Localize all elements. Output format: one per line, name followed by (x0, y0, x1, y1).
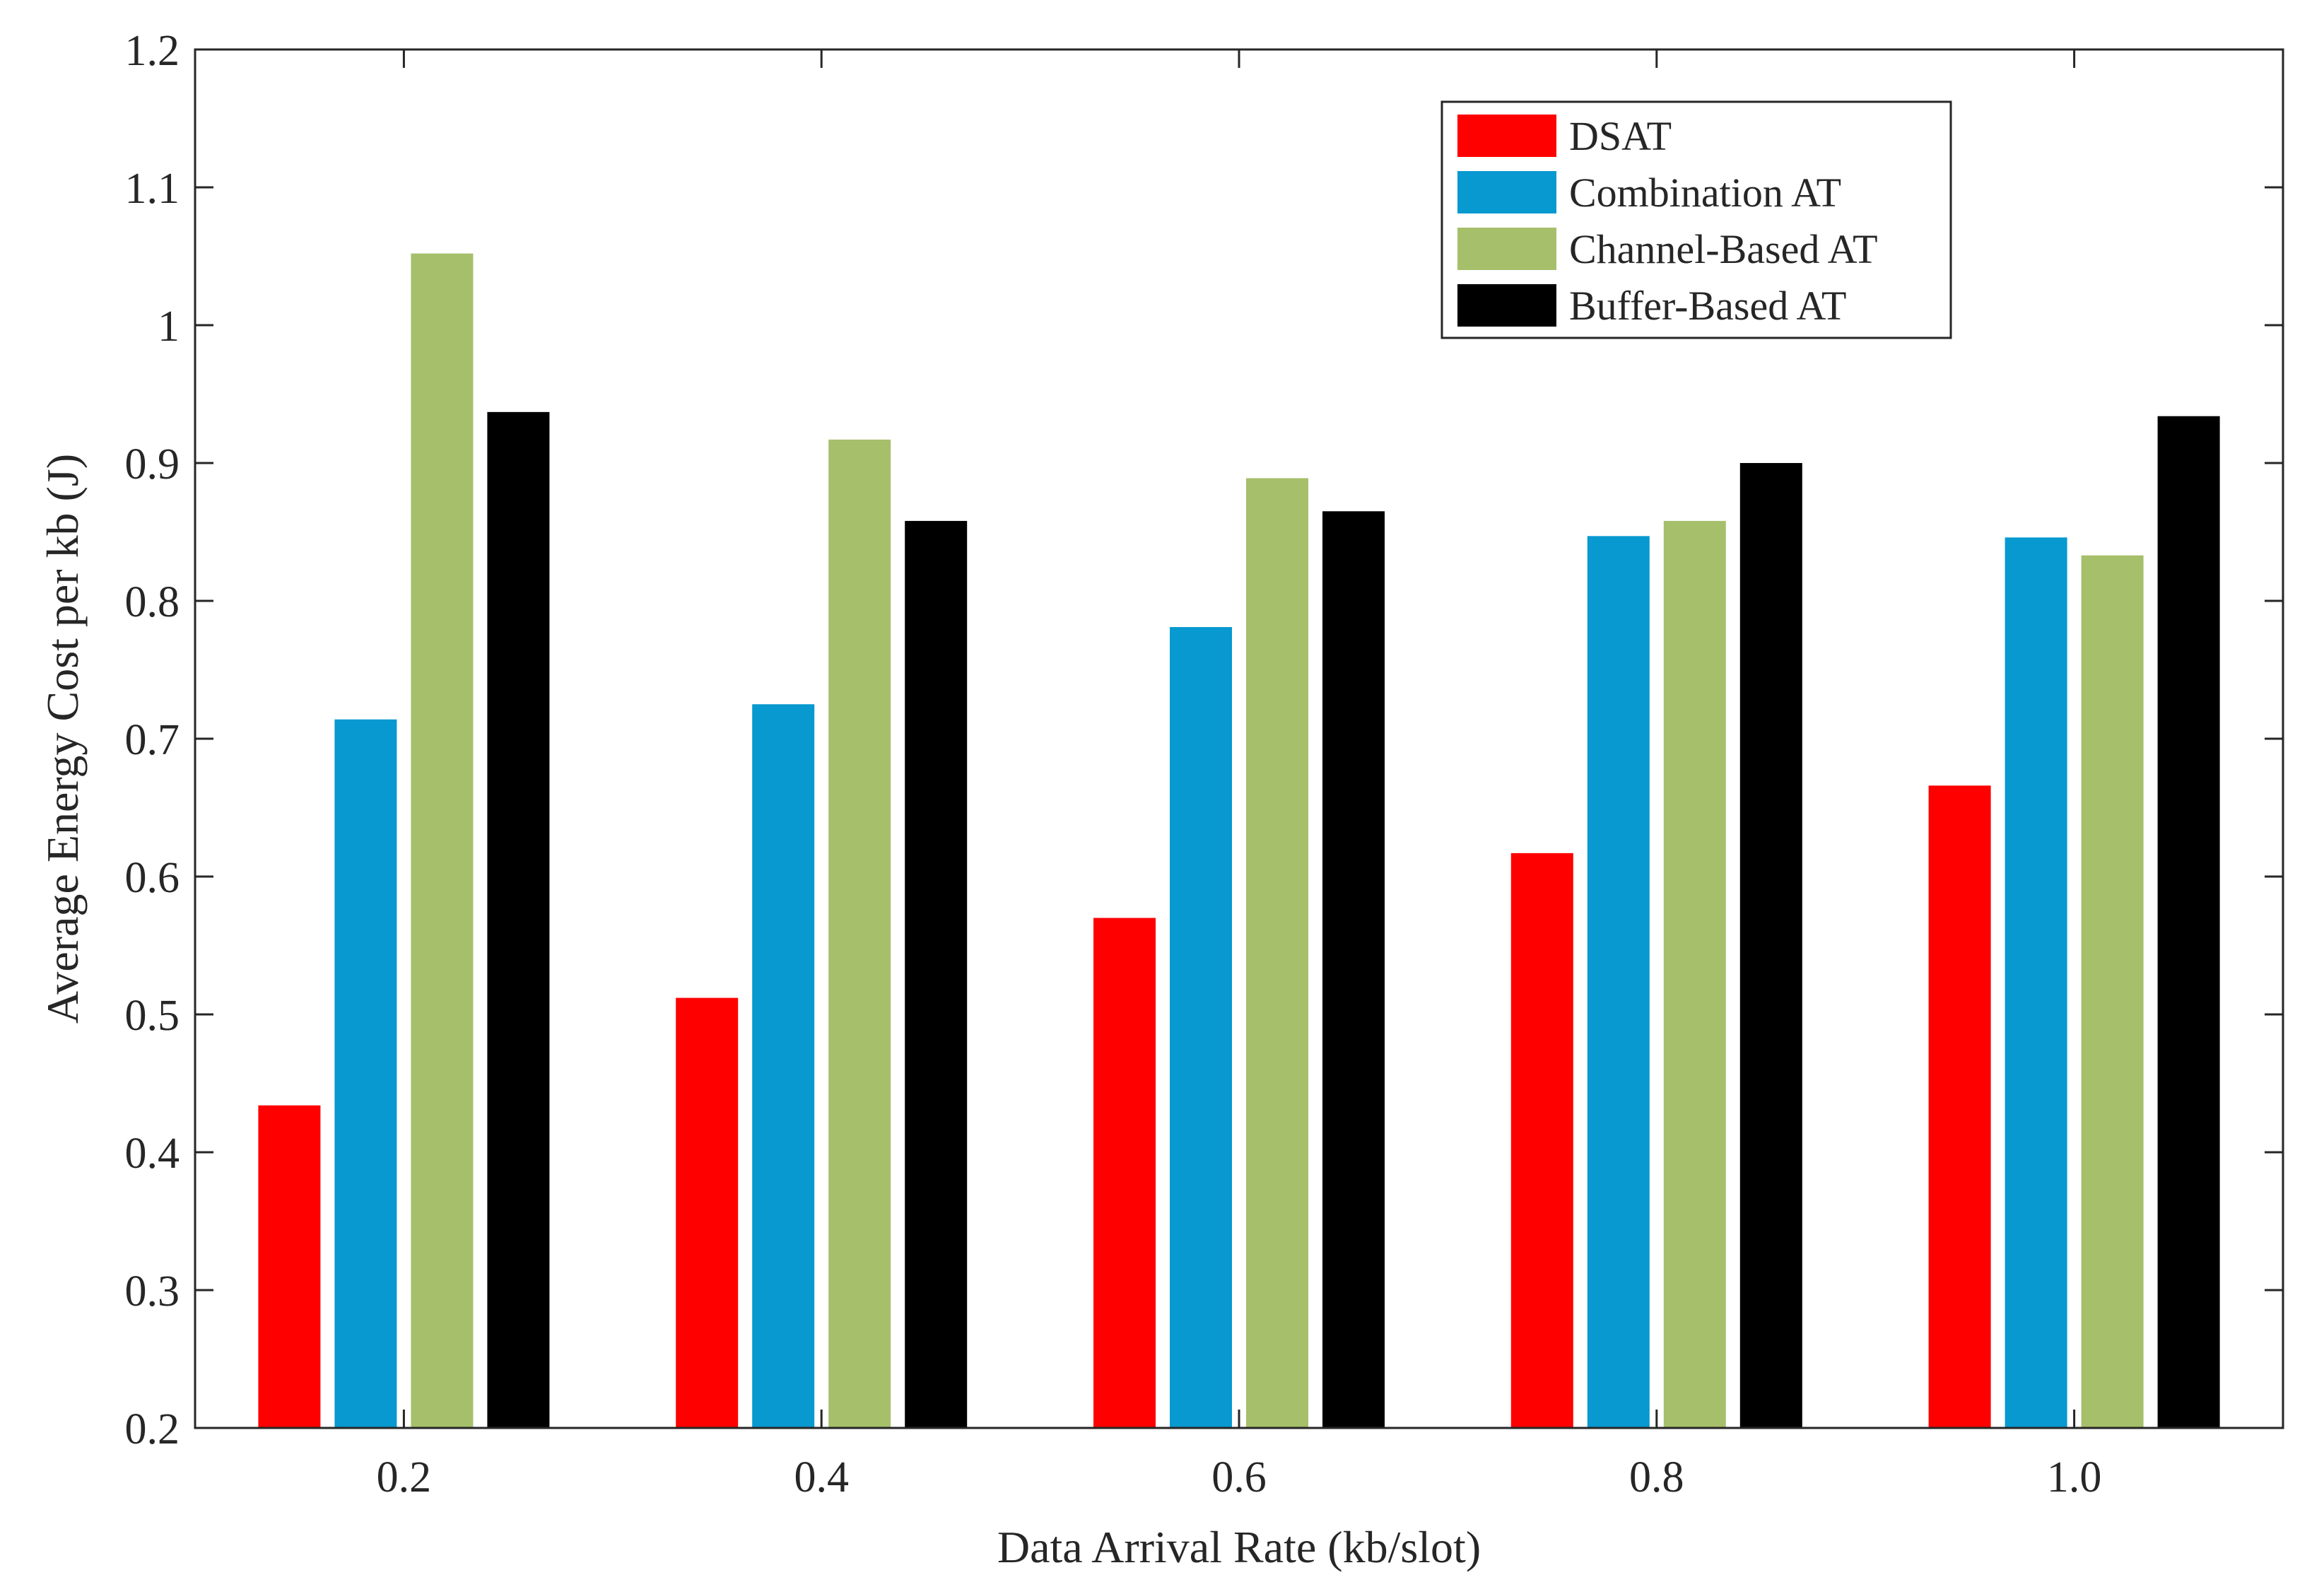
bar-dsat-0.4 (676, 997, 739, 1428)
legend-label-dsat: DSAT (1569, 113, 1672, 159)
y-tick-label: 0.8 (125, 578, 180, 626)
x-axis-ticks: 0.2 0.4 0.6 0.8 1.0 (377, 49, 2102, 1501)
y-tick-label: 0.6 (125, 854, 180, 902)
y-tick-label: 0.7 (125, 716, 180, 764)
legend-label-buffer-based-at: Buffer-Based AT (1569, 283, 1846, 329)
bar-buffer-based-at-0.8 (1739, 463, 1802, 1428)
legend-label-combination-at: Combination AT (1569, 170, 1841, 216)
x-tick-label: 0.4 (794, 1453, 849, 1501)
x-tick-label: 0.8 (1629, 1453, 1684, 1501)
bar-dsat-0.8 (1510, 853, 1573, 1428)
y-tick-label: 1.2 (125, 27, 180, 75)
bar-dsat-1.0 (1928, 785, 1991, 1428)
x-axis-label: Data Arrival Rate (kb/slot) (997, 1522, 1481, 1572)
bar-channel-based-at-1.0 (2081, 555, 2144, 1428)
y-tick-label: 0.9 (125, 440, 180, 488)
bar-buffer-based-at-0.2 (487, 411, 550, 1428)
bar-combination-at-1.0 (2005, 537, 2067, 1428)
bar-combination-at-0.2 (334, 719, 397, 1428)
bar-buffer-based-at-1.0 (2157, 416, 2220, 1429)
x-tick-label: 1.0 (2047, 1453, 2102, 1501)
y-axis-label: Average Energy Cost per kb (J) (37, 454, 88, 1024)
y-tick-label: 1.1 (125, 165, 180, 213)
bar-combination-at-0.6 (1170, 627, 1232, 1428)
bar-dsat-0.6 (1093, 918, 1156, 1428)
y-tick-label: 1 (158, 303, 180, 351)
y-axis-ticks: 0.2 0.3 0.4 0.5 0.6 0.7 0.8 0.9 1 1.1 1.2 (125, 27, 2283, 1453)
bar-buffer-based-at-0.6 (1322, 511, 1385, 1428)
legend-swatch-buffer-based-at (1457, 284, 1556, 327)
bar-channel-based-at-0.2 (411, 253, 474, 1429)
bar-channel-based-at-0.4 (828, 439, 891, 1428)
bar-channel-based-at-0.8 (1663, 520, 1726, 1428)
x-tick-label: 0.2 (377, 1453, 432, 1501)
legend-label-channel-based-at: Channel-Based AT (1569, 226, 1878, 272)
bars-group (258, 253, 2220, 1429)
legend-swatch-channel-based-at (1457, 228, 1556, 270)
bar-combination-at-0.8 (1587, 536, 1650, 1428)
y-tick-label: 0.4 (125, 1130, 180, 1178)
bar-dsat-0.2 (258, 1105, 321, 1428)
x-tick-label: 0.6 (1211, 1453, 1267, 1501)
bar-combination-at-0.4 (752, 704, 815, 1428)
y-tick-label: 0.5 (125, 992, 180, 1040)
bar-buffer-based-at-0.4 (905, 520, 968, 1428)
legend: DSAT Combination AT Channel-Based AT Buffer… (1440, 100, 1952, 339)
y-tick-label: 0.3 (125, 1267, 180, 1316)
legend-swatch-dsat (1457, 115, 1556, 157)
y-tick-label: 0.2 (125, 1405, 180, 1453)
legend-swatch-combination-at (1457, 171, 1556, 213)
bar-channel-based-at-0.6 (1246, 478, 1308, 1429)
